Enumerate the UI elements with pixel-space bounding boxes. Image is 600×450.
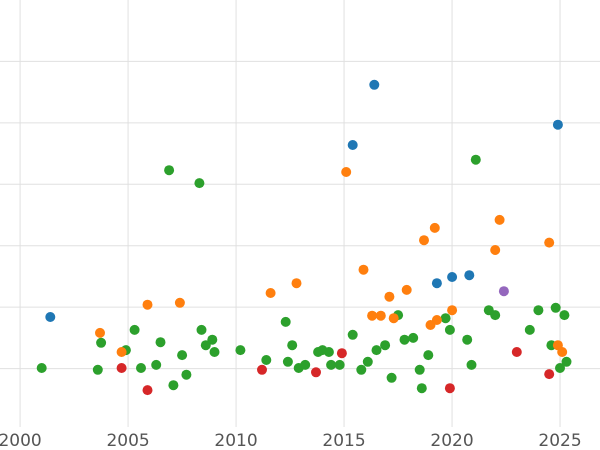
data-point-green-series [280, 316, 291, 327]
data-point-orange-series [142, 299, 153, 310]
x-tick-label: 2015 [322, 431, 365, 450]
data-point-green-series [524, 324, 535, 335]
data-point-green-series [168, 380, 179, 391]
data-point-green-series [362, 356, 373, 367]
data-point-orange-series [174, 297, 185, 308]
data-point-green-series [282, 356, 293, 367]
data-point-orange-series [544, 237, 555, 248]
data-point-green-series [416, 383, 427, 394]
data-point-green-series [347, 329, 358, 340]
data-point-green-series [423, 350, 434, 361]
data-point-orange-series [494, 214, 505, 225]
data-point-green-series [92, 364, 103, 375]
data-point-red-series [511, 347, 522, 357]
data-point-orange-series [265, 288, 276, 298]
data-point-green-series [555, 363, 565, 373]
data-point-green-series [287, 340, 298, 351]
data-point-orange-series [557, 347, 568, 357]
data-point-red-series [116, 363, 127, 373]
data-point-green-series [323, 347, 334, 357]
data-point-green-series [371, 345, 382, 356]
data-point-green-series [96, 337, 107, 348]
x-tick-label: 2010 [214, 431, 257, 450]
x-tick-label: 2020 [430, 431, 473, 450]
data-point-blue-series [552, 119, 563, 130]
x-tick-label: 2000 [0, 431, 42, 450]
data-point-green-series [462, 334, 473, 345]
data-point-green-series [261, 355, 272, 365]
data-point-green-series [177, 350, 188, 361]
data-point-green-series [466, 359, 477, 370]
data-point-green-series [164, 165, 175, 176]
data-point-green-series [440, 313, 451, 324]
data-point-green-series [470, 154, 481, 165]
x-tick-label: 2025 [538, 431, 581, 450]
data-point-orange-series [419, 235, 429, 246]
data-point-green-series [196, 324, 207, 335]
data-point-orange-series [116, 347, 127, 357]
data-point-green-series [326, 359, 337, 370]
data-point-green-series [533, 305, 544, 316]
data-point-orange-series [431, 315, 442, 325]
data-point-blue-series [447, 272, 458, 282]
data-point-green-series [209, 347, 220, 357]
data-point-blue-series [45, 312, 56, 322]
data-point-orange-series [447, 305, 458, 316]
data-point-red-series [311, 367, 321, 378]
data-point-red-series [142, 385, 153, 396]
data-point-green-series [490, 310, 501, 321]
data-point-green-series [550, 302, 561, 313]
data-point-green-series [334, 359, 345, 370]
data-point-blue-series [347, 140, 358, 150]
data-point-orange-series [490, 245, 501, 255]
data-point-green-series [136, 363, 146, 373]
data-point-green-series [181, 369, 192, 380]
x-tick-label: 2005 [106, 431, 149, 450]
data-point-orange-series [401, 284, 412, 295]
data-point-red-series [444, 383, 455, 394]
data-point-orange-series [384, 291, 395, 302]
data-point-orange-series [358, 264, 369, 275]
data-point-green-series [207, 334, 218, 345]
data-point-green-series [36, 363, 47, 373]
data-point-green-series [414, 364, 425, 375]
data-point-blue-series [369, 79, 380, 90]
data-point-orange-series [341, 167, 352, 177]
data-point-red-series [544, 369, 555, 380]
data-point-green-series [561, 356, 572, 367]
data-point-green-series [380, 340, 391, 351]
data-point-green-series [386, 372, 397, 383]
data-point-green-series [129, 324, 140, 335]
data-point-blue-series [431, 278, 442, 289]
data-point-green-series [356, 364, 367, 375]
data-point-red-series [336, 348, 347, 359]
data-point-orange-series [375, 310, 386, 321]
data-point-green-series [151, 359, 162, 370]
data-point-green-series [155, 337, 166, 348]
data-point-green-series [399, 334, 410, 345]
data-point-orange-series [291, 278, 302, 289]
data-point-orange-series [367, 310, 378, 321]
data-point-blue-series [464, 270, 475, 281]
data-point-orange-series [95, 327, 105, 338]
data-point-orange-series [429, 222, 440, 233]
data-point-green-series [194, 178, 205, 189]
data-point-red-series [257, 364, 267, 375]
data-point-green-series [300, 359, 311, 370]
data-point-purple-series [498, 286, 509, 297]
data-point-green-series [559, 310, 570, 321]
data-point-green-series [444, 324, 455, 335]
data-point-orange-series [388, 313, 399, 324]
data-point-green-series [235, 345, 246, 356]
data-point-green-series [408, 332, 419, 343]
